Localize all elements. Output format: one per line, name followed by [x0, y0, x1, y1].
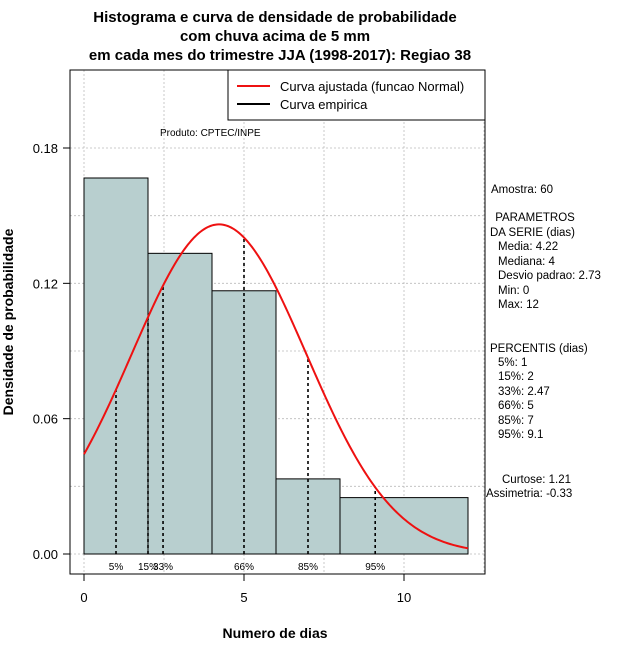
percentil-33: 33%: 2.47	[498, 386, 550, 398]
param-min: Min: 0	[498, 285, 529, 297]
stats-panel: Amostra: 60 PARAMETROS DA SERIE (dias) M…	[486, 184, 601, 500]
y-tick-label-3: 0.18	[33, 141, 58, 156]
percentil-95: 95%: 9.1	[498, 429, 543, 441]
percentil-66: 66%: 5	[498, 400, 534, 412]
percentile-label-1: 15%	[138, 562, 158, 573]
x-tick-label-0: 0	[80, 590, 87, 605]
legend-box	[227, 69, 486, 121]
percentil-15: 15%: 2	[498, 371, 534, 383]
param-media: Media: 4.22	[498, 241, 558, 253]
percentil-5: 5%: 1	[498, 357, 527, 369]
chart-title-line-3: em cada mes do trimestre JJA (1998-2017)…	[89, 47, 471, 64]
percentile-label-4: 85%	[298, 562, 318, 573]
params-header-2: DA SERIE (dias)	[490, 227, 575, 239]
curtose: Curtose: 1.21	[502, 474, 571, 486]
x-axis-label: Numero de dias	[222, 625, 327, 641]
percentile-label-5: 95%	[365, 562, 385, 573]
param-max: Max: 12	[498, 299, 539, 311]
params-header-1: PARAMETROS	[492, 212, 575, 224]
chart-title-line-2: com chuva acima de 5 mm	[180, 28, 370, 45]
y-tick-label-2: 0.12	[33, 276, 58, 291]
histogram-bar-4	[339, 497, 469, 555]
histogram-bars	[83, 177, 469, 555]
chart-title-line-1: Histograma e curva de densidade de proba…	[93, 9, 456, 26]
x-tick-label-2: 10	[397, 590, 411, 605]
legend: Curva ajustada (funcao Normal) Curva emp…	[227, 69, 486, 121]
sample-size: Amostra: 60	[491, 184, 553, 196]
y-axis-label: Densidade de probabilidade	[0, 228, 16, 415]
percentil-85: 85%: 7	[498, 415, 534, 427]
percentile-lines: 5% 15%33% 66% 85% 95%	[84, 237, 468, 573]
percentis-header: PERCENTIS (dias)	[490, 343, 588, 355]
percentile-label-2: 33%	[153, 562, 173, 573]
param-mediana: Mediana: 4	[498, 256, 556, 268]
y-tick-label-1: 0.06	[33, 412, 58, 427]
produto-label: Produto: CPTEC/INPE	[160, 128, 261, 139]
histogram-bar-1	[147, 252, 213, 555]
y-tick-label-0: 0.00	[33, 547, 58, 562]
legend-label-empirical: Curva empirica	[280, 97, 368, 112]
percentile-label-3: 66%	[234, 562, 254, 573]
x-tick-label-1: 5	[240, 590, 247, 605]
param-desvio: Desvio padrao: 2.73	[498, 270, 601, 282]
normal-density-curve	[83, 223, 469, 550]
legend-label-normal: Curva ajustada (funcao Normal)	[280, 79, 464, 94]
assimetria: Assimetria: -0.33	[486, 488, 572, 500]
percentile-label-0: 5%	[109, 562, 124, 573]
